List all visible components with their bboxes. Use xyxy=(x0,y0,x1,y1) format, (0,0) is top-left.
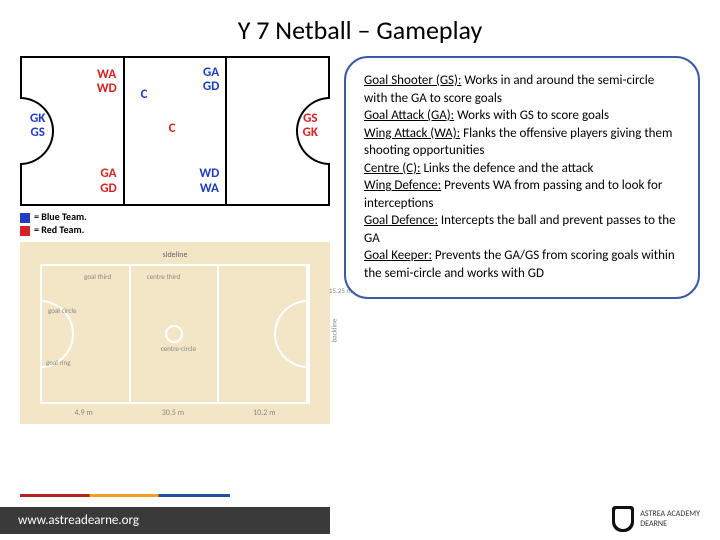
team-legend: = Blue Team. = Red Team. xyxy=(20,206,330,242)
pos-label: WDWA xyxy=(199,167,219,196)
legend-blue-label: = Blue Team. xyxy=(34,210,87,223)
positions-third-right: GSGK xyxy=(227,58,328,204)
sideline-label: sideline xyxy=(30,250,320,260)
footer-url: www.astreadearne.org xyxy=(0,507,330,534)
role-name: Wing Defence: xyxy=(364,178,441,193)
footer-stripe-icon xyxy=(20,494,230,497)
court-outline: goal third goal circle goal ring centre … xyxy=(40,264,310,404)
backline-label: backline xyxy=(330,319,339,343)
blue-swatch-icon xyxy=(20,213,30,223)
left-column: WAWD GKGS GAGD C C GAGD WDWA GSGK = Blue… xyxy=(20,56,330,424)
centre-circle-label: centre-circle xyxy=(161,344,196,353)
role-name: Goal Keeper: xyxy=(364,248,432,263)
positions-third-left: WAWD GKGS GAGD xyxy=(22,58,125,204)
court-third: centre third centre-circle xyxy=(131,266,220,402)
positions-diagram: WAWD GKGS GAGD C C GAGD WDWA GSGK xyxy=(20,56,330,206)
role-item: Centre (C): Links the defence and the at… xyxy=(364,160,680,178)
goal-circle-icon xyxy=(274,300,308,368)
role-name: Wing Attack (WA): xyxy=(364,126,460,141)
dimension-row: 4.9 m 30.5 m 10.2 m xyxy=(40,408,310,418)
legend-red-label: = Red Team. xyxy=(34,223,84,236)
pos-label: GAGD xyxy=(203,66,219,95)
semi-radius-dim: 4.9 m xyxy=(74,408,92,418)
role-item: Goal Shooter (GS): Works in and around t… xyxy=(364,72,680,107)
pos-label: C xyxy=(141,88,148,102)
page-title: Y 7 Netball – Gameplay xyxy=(0,0,720,46)
shield-icon xyxy=(612,506,634,532)
goal-ring-label: goal ring xyxy=(46,358,71,367)
court-third: goal third goal circle goal ring xyxy=(42,266,131,402)
role-desc: Links the defence and the attack xyxy=(421,161,594,176)
total-length-dim: 30.5 m xyxy=(162,408,184,418)
pos-label: WAWD xyxy=(97,68,117,97)
pos-label: GAGD xyxy=(100,167,116,196)
role-name: Goal Shooter (GS): xyxy=(364,73,461,88)
pos-label: GKGS xyxy=(30,112,45,141)
goal-third-label: goal third xyxy=(84,272,111,281)
right-column: Goal Shooter (GS): Works in and around t… xyxy=(344,56,700,424)
role-desc: Works with GS to score goals xyxy=(454,108,609,123)
centre-third-label: centre third xyxy=(147,272,180,281)
role-name: Goal Attack (GA): xyxy=(364,108,454,123)
red-swatch-icon xyxy=(20,226,30,236)
third-length-dim: 10.2 m xyxy=(253,408,275,418)
role-name: Goal Defence: xyxy=(364,213,438,228)
roles-bubble: Goal Shooter (GS): Works in and around t… xyxy=(344,56,700,299)
footer-logo-text: ASTREA ACADEMYDEARNE xyxy=(640,509,700,529)
court-dimensions-diagram: sideline goal third goal circle goal rin… xyxy=(20,242,330,424)
goal-circle-label: goal circle xyxy=(48,306,76,315)
main-content: WAWD GKGS GAGD C C GAGD WDWA GSGK = Blue… xyxy=(0,46,720,424)
centre-circle-icon xyxy=(165,325,183,343)
role-name: Centre (C): xyxy=(364,161,421,176)
pos-label: C xyxy=(169,122,176,136)
positions-third-centre: C C GAGD WDWA xyxy=(125,58,228,204)
court-third xyxy=(219,266,308,402)
footer: www.astreadearne.org ASTREA ACADEMYDEARN… xyxy=(0,500,720,540)
role-item: Goal Defence: Intercepts the ball and pr… xyxy=(364,212,680,247)
role-item: Goal Attack (GA): Works with GS to score… xyxy=(364,107,680,125)
role-item: Wing Attack (WA): Flanks the offensive p… xyxy=(364,125,680,160)
footer-logo: ASTREA ACADEMYDEARNE xyxy=(612,506,700,532)
pos-label: GSGK xyxy=(303,112,318,141)
role-item: Wing Defence: Prevents WA from passing a… xyxy=(364,177,680,212)
role-item: Goal Keeper: Prevents the GA/GS from sco… xyxy=(364,247,680,282)
